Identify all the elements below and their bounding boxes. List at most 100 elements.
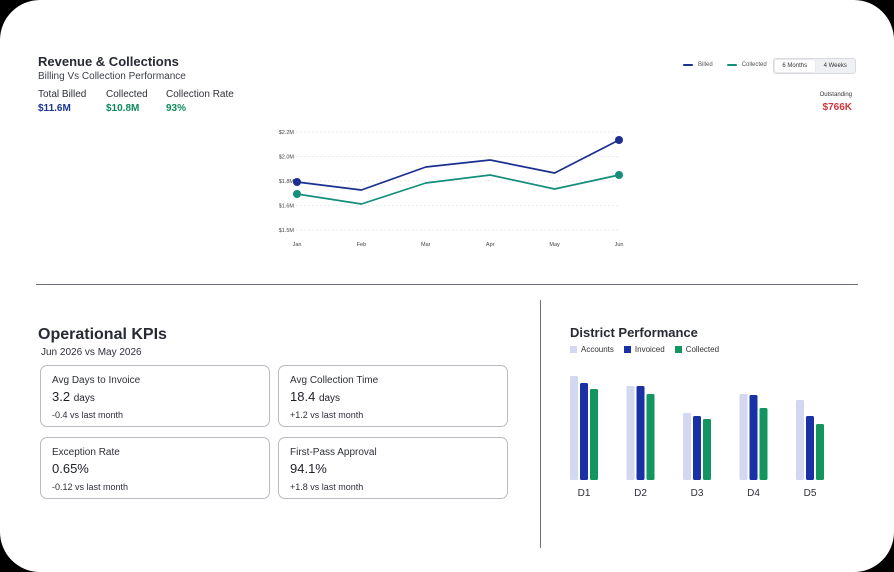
card-unit: days bbox=[73, 393, 95, 404]
bar-invoiced-d5 bbox=[806, 416, 814, 480]
card-value-row: 94.1% bbox=[290, 461, 496, 476]
card-label: Exception Rate bbox=[52, 447, 120, 458]
series-line-billed bbox=[296, 139, 620, 191]
y-tick-label: $2.2M bbox=[279, 130, 295, 136]
kpi-card: Exception Rate 0.65% -0.12 vs last month bbox=[40, 437, 270, 499]
card-unit: days bbox=[318, 393, 341, 404]
card-value-row: 0.65% bbox=[52, 461, 258, 476]
x-tick-label: Jan bbox=[293, 242, 302, 248]
card-delta: +1.8 vs last month bbox=[290, 482, 364, 492]
bar-category-label: D2 bbox=[634, 488, 647, 499]
kpi-value: $11.6M bbox=[38, 103, 71, 114]
x-tick-label: Apr bbox=[486, 242, 495, 248]
legend-collected-swatch bbox=[726, 64, 737, 66]
card-value: 0.65% bbox=[52, 461, 89, 476]
legend-collected-bar-swatch bbox=[674, 346, 682, 353]
bar-collected-d3 bbox=[703, 419, 711, 480]
card-delta: +1.2 vs last month bbox=[290, 410, 364, 420]
kpi-collection-rate: Collection Rate 93% bbox=[166, 89, 234, 114]
period-toggle: 6 Months 4 Weeks bbox=[773, 58, 856, 74]
bar-accounts-d1 bbox=[570, 376, 578, 480]
bar-accounts-d2 bbox=[626, 386, 635, 480]
card-value-row: 3.2 days bbox=[52, 389, 258, 404]
bar-category-label: D1 bbox=[578, 488, 591, 499]
legend-accounts: Accounts bbox=[570, 345, 614, 354]
kpi-label: Collection Rate bbox=[166, 89, 234, 100]
revenue-legend: Billed Collected bbox=[683, 62, 767, 68]
bar-category-label: D3 bbox=[691, 488, 704, 499]
kpi-label: Total Billed bbox=[38, 89, 87, 100]
operational-subtitle: Jun 2026 vs May 2026 bbox=[41, 347, 142, 358]
card-value: 18.4 bbox=[290, 389, 316, 404]
bar-category-label: D4 bbox=[747, 488, 760, 499]
x-tick-label: Jun bbox=[615, 242, 624, 248]
card-label: Avg Collection Time bbox=[290, 375, 379, 386]
bar-accounts-d5 bbox=[796, 400, 804, 480]
y-tick-label: $1.6M bbox=[279, 204, 295, 210]
kpi-card: Avg Days to Invoice 3.2 days -0.4 vs las… bbox=[40, 365, 270, 427]
data-point-billed bbox=[615, 136, 623, 144]
legend-billed-swatch bbox=[683, 64, 693, 66]
bar-collected-d1 bbox=[590, 389, 598, 480]
card-delta: -0.12 vs last month bbox=[52, 482, 129, 492]
card-value-row: 18.4 days bbox=[290, 389, 496, 404]
district-legend: Accounts Invoiced Collected bbox=[570, 345, 719, 354]
bar-collected-d5 bbox=[816, 424, 824, 480]
x-tick-label: Mar bbox=[421, 242, 431, 248]
toggle-4-weeks[interactable]: 4 Weeks bbox=[823, 63, 847, 69]
series-line-collected bbox=[296, 174, 620, 205]
legend-accounts-label: Accounts bbox=[581, 345, 614, 354]
card-delta: -0.4 vs last month bbox=[52, 410, 124, 420]
bar-invoiced-d4 bbox=[749, 395, 758, 480]
kpi-card: Avg Collection Time 18.4 days +1.2 vs la… bbox=[278, 365, 508, 427]
card-label: Avg Days to Invoice bbox=[52, 375, 141, 386]
bar-invoiced-d1 bbox=[580, 383, 588, 480]
kpi-total-billed: Total Billed $11.6M bbox=[38, 89, 86, 114]
outstanding-label: Outstanding bbox=[819, 92, 852, 98]
outstanding-value: $766K bbox=[822, 102, 852, 113]
district-bar-chart: D1 D2 D3 D4 D5 bbox=[570, 376, 824, 499]
data-point-collected bbox=[615, 171, 623, 179]
kpi-label: Collected bbox=[106, 89, 148, 100]
legend-billed-label: Billed bbox=[698, 62, 713, 68]
card-value: 3.2 bbox=[52, 389, 71, 404]
kpi-value: 93% bbox=[166, 103, 187, 114]
bar-accounts-d4 bbox=[739, 394, 748, 480]
section-divider-vertical bbox=[540, 300, 541, 548]
kpi-collected: Collected $10.8M bbox=[106, 89, 148, 114]
revenue-title: Revenue & Collections bbox=[38, 54, 179, 69]
revenue-subtitle: Billing Vs Collection Performance bbox=[38, 71, 186, 82]
revenue-line-chart: $2.2M $2.0M $1.8M $1.6M $1.5M Jan Feb Mar Apr May… bbox=[279, 130, 624, 248]
card-label: First-Pass Approval bbox=[290, 447, 377, 458]
legend-accounts-swatch bbox=[570, 346, 577, 353]
bar-invoiced-d3 bbox=[693, 416, 701, 480]
y-tick-label: $1.8M bbox=[279, 179, 295, 185]
district-title: District Performance bbox=[570, 325, 698, 340]
legend-invoiced: Invoiced bbox=[623, 345, 665, 354]
legend-collected-bar: Collected bbox=[674, 345, 720, 354]
bar-category-label: D5 bbox=[804, 488, 817, 499]
section-divider-horizontal bbox=[36, 284, 858, 285]
kpi-card: First-Pass Approval 94.1% +1.8 vs last m… bbox=[278, 437, 508, 499]
x-tick-label: Feb bbox=[357, 242, 366, 248]
outstanding: Outstanding $766K bbox=[820, 92, 852, 113]
data-point-billed bbox=[293, 178, 301, 186]
toggle-6-months[interactable]: 6 Months bbox=[775, 60, 815, 72]
legend-collected-bar-label: Collected bbox=[685, 345, 720, 354]
legend-invoiced-label: Invoiced bbox=[634, 345, 665, 354]
bar-collected-d4 bbox=[759, 408, 768, 480]
y-tick-label: $2.0M bbox=[279, 155, 295, 161]
kpi-value: $10.8M bbox=[106, 103, 140, 114]
data-point-collected bbox=[293, 190, 301, 198]
bar-invoiced-d2 bbox=[636, 386, 645, 480]
card-value: 94.1% bbox=[290, 461, 327, 476]
operational-title: Operational KPIs bbox=[38, 326, 167, 343]
legend-collected-label: Collected bbox=[741, 62, 767, 68]
x-tick-label: May bbox=[549, 242, 560, 248]
y-tick-label: $1.5M bbox=[279, 228, 295, 234]
legend-invoiced-swatch bbox=[623, 346, 631, 353]
legend-collected: Collected bbox=[726, 62, 767, 68]
bar-collected-d2 bbox=[646, 394, 655, 480]
bar-accounts-d3 bbox=[683, 413, 691, 480]
